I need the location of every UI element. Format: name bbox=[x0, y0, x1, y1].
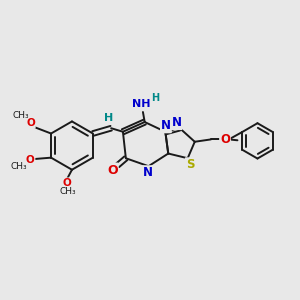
Text: H: H bbox=[151, 93, 159, 103]
Text: O: O bbox=[26, 118, 35, 128]
Text: H: H bbox=[103, 113, 113, 123]
Text: N: N bbox=[172, 116, 182, 129]
Text: O: O bbox=[26, 155, 34, 165]
Text: CH₃: CH₃ bbox=[11, 162, 27, 171]
Text: O: O bbox=[220, 133, 230, 146]
Text: CH₃: CH₃ bbox=[12, 111, 29, 120]
Text: O: O bbox=[62, 178, 71, 188]
Text: CH₃: CH₃ bbox=[59, 187, 76, 196]
Text: S: S bbox=[186, 158, 194, 171]
Text: O: O bbox=[107, 164, 118, 176]
Text: NH: NH bbox=[132, 99, 150, 109]
Text: N: N bbox=[143, 166, 153, 179]
Text: N: N bbox=[161, 119, 171, 132]
